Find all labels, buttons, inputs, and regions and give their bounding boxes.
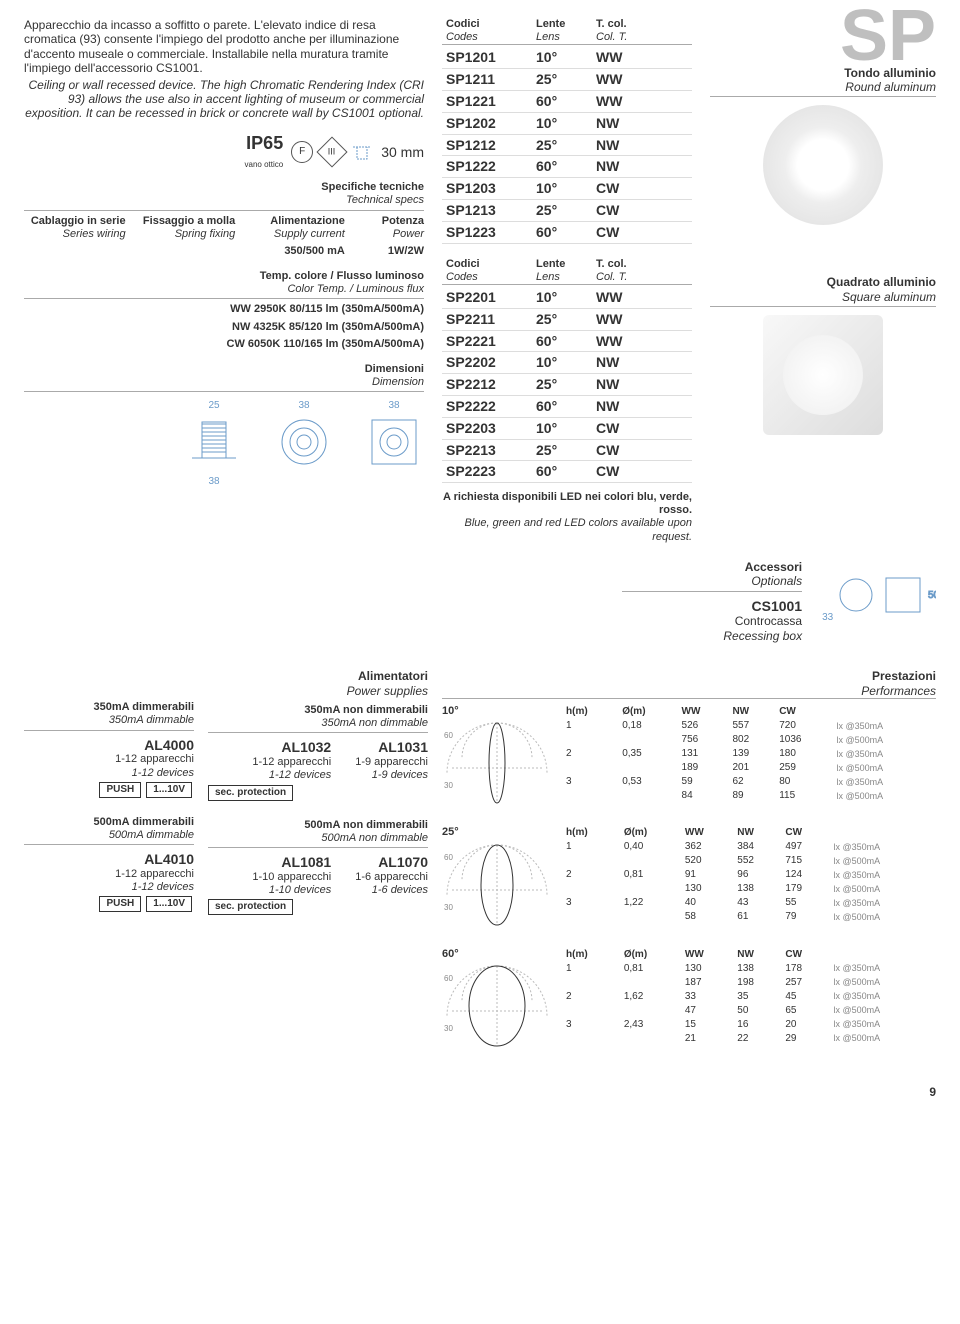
- performance-heading: Prestazioni Performances: [442, 669, 936, 699]
- lumin-cw: CW 6050K 110/165 lm (350mA/500mA): [24, 338, 424, 351]
- code-row: SP222260°NW: [442, 396, 692, 418]
- polar-diagram-icon: 60 30: [442, 961, 552, 1051]
- description-english: Ceiling or wall recessed device. The hig…: [24, 78, 424, 121]
- code-row: SP221325°CW: [442, 440, 692, 462]
- tech-specs-heading: Specifiche tecniche Technical specs: [24, 181, 424, 210]
- push-button: PUSH: [99, 896, 141, 912]
- code-row: SP121225°NW: [442, 135, 692, 157]
- sp-logo: SP: [710, 8, 936, 66]
- perf-block-10°: 10° 6030 h(m)Ø(m)WWNWCW 10,18526557720lx…: [442, 705, 936, 812]
- svg-text:50: 50: [928, 590, 936, 601]
- vano-ottico: vano ottico: [245, 160, 284, 169]
- lumin-nw: NW 4325K 85/120 lm (350mA/500mA): [24, 321, 424, 334]
- ps-500-nondimmable: 500mA non dimmerabili 500mA non dimmable…: [208, 819, 428, 916]
- code-row: SP121125°WW: [442, 69, 692, 91]
- code-row: SP222160°WW: [442, 331, 692, 353]
- code-row: SP122360°CW: [442, 222, 692, 244]
- push-button: PUSH: [99, 782, 141, 798]
- code-row: SP121325°CW: [442, 200, 692, 222]
- sec-protection-button: sec. protection: [208, 899, 293, 915]
- sec-protection-button: sec. protection: [208, 785, 293, 801]
- dim-side-icon: [184, 412, 244, 472]
- code-row: SP222360°CW: [442, 461, 692, 483]
- dim-heading: Dimensioni Dimension: [24, 363, 424, 392]
- svg-text:30: 30: [444, 781, 453, 790]
- description-italian: Apparecchio da incasso a soffitto o pare…: [24, 18, 424, 76]
- dim-square-icon: [364, 412, 424, 472]
- code-row: SP220210°NW: [442, 352, 692, 374]
- ps-350-nondimmable: 350mA non dimmerabili 350mA non dimmable…: [208, 704, 428, 801]
- power-supplies-heading: Alimentatori Power supplies: [208, 669, 428, 698]
- polar-diagram-icon: 60 30: [442, 840, 552, 930]
- perf-block-25°: 25° 6030 h(m)Ø(m)WWNWCW 10,40362384497lx…: [442, 826, 936, 933]
- ps-350-dimmable: 350mA dimmerabili 350mA dimmable AL4000 …: [24, 669, 194, 798]
- led-note: A richiesta disponibili LED nei colori b…: [442, 491, 692, 544]
- square-variant-label: Quadrato alluminio Square aluminum: [710, 275, 936, 304]
- svg-text:60: 60: [444, 974, 453, 983]
- ps-500-dimmable: 500mA dimmerabili 500mA dimmable AL4010 …: [24, 816, 194, 913]
- svg-text:60: 60: [444, 731, 453, 740]
- lumin-ww: WW 2950K 80/115 lm (350mA/500mA): [24, 303, 424, 316]
- code-row: SP120310°CW: [442, 178, 692, 200]
- recess-depth: 30 mm: [381, 144, 424, 161]
- accessories-section: Accessori Optionals CS1001 Controcassa R…: [24, 560, 936, 643]
- dim-round-icon: [274, 412, 334, 472]
- rating-row: IP65 vano ottico F III 30 mm: [24, 133, 424, 171]
- polar-diagram-icon: 60 30: [442, 718, 552, 808]
- ip-rating: IP65: [246, 133, 283, 153]
- code-row: SP220110°WW: [442, 287, 692, 309]
- round-variant-label: Tondo alluminio Round aluminum: [710, 66, 936, 95]
- code-row: SP221225°NW: [442, 374, 692, 396]
- code-row: SP120210°NW: [442, 113, 692, 135]
- accessory-drawing-icon: 50: [836, 560, 936, 620]
- codes-round: CodiciCodes LenteLens T. col.Col. T. SP1…: [442, 18, 692, 244]
- class-iii-icon: III: [317, 136, 348, 167]
- square-variant-image: [763, 315, 883, 435]
- code-row: SP220310°CW: [442, 418, 692, 440]
- spec-grid: Cablaggio in serieSeries wiring Fissaggi…: [24, 215, 424, 259]
- codes-square: CodiciCodes LenteLens T. col.Col. T. SP2…: [442, 258, 692, 484]
- code-row: SP221125°WW: [442, 309, 692, 331]
- perf-block-60°: 60° 6030 h(m)Ø(m)WWNWCW 10,81130138178lx…: [442, 948, 936, 1055]
- svg-text:30: 30: [444, 1024, 453, 1033]
- code-row: SP120110°WW: [442, 47, 692, 69]
- supply-current-value: 350/500 mA: [243, 245, 345, 258]
- recessed-icon: [351, 141, 373, 163]
- dimension-drawings: 25 38 38 38: [24, 400, 424, 488]
- svg-text:60: 60: [444, 853, 453, 862]
- 1-10v-button: 1...10V: [146, 896, 192, 912]
- round-variant-image: [763, 105, 883, 225]
- code-row: SP122160°WW: [442, 91, 692, 113]
- page-number: 9: [24, 1085, 936, 1099]
- f-mark-icon: F: [291, 141, 313, 163]
- lumin-heading: Temp. colore / Flusso luminoso Color Tem…: [24, 270, 424, 299]
- 1-10v-button: 1...10V: [146, 782, 192, 798]
- svg-text:30: 30: [444, 903, 453, 912]
- power-value: 1W/2W: [353, 245, 424, 258]
- code-row: SP122260°NW: [442, 156, 692, 178]
